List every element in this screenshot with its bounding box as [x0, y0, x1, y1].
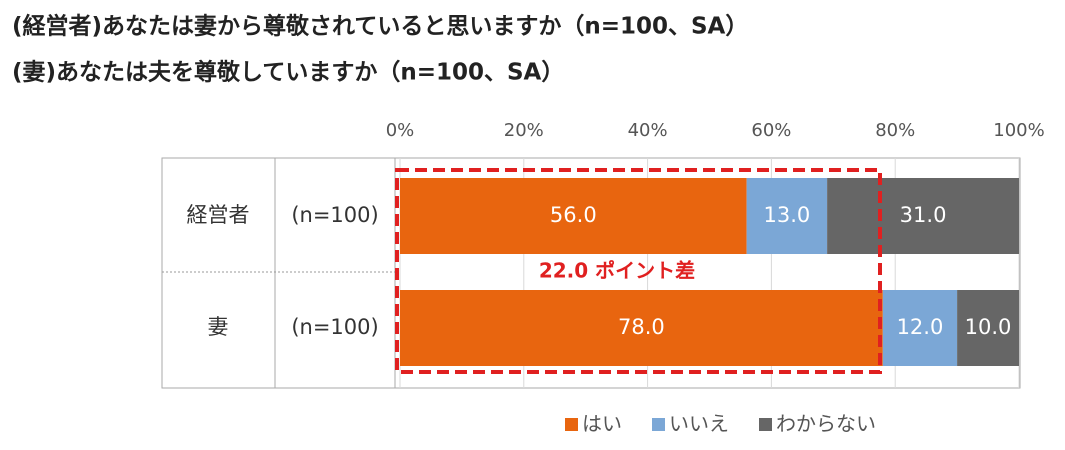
table-frame: [161, 157, 1021, 389]
bar-segment: [400, 290, 883, 366]
highlight-box: [395, 168, 882, 374]
sample-label: (n=100): [291, 203, 378, 227]
bar-segment: [827, 178, 1019, 254]
value-label: 78.0: [618, 315, 665, 339]
value-label: 12.0: [897, 315, 944, 339]
bar-segment: [882, 290, 958, 366]
chart-subtitle: (妻)あなたは夫を尊敬していますか（n=100、SA）: [12, 59, 564, 86]
legend-label: いいえ: [669, 412, 729, 436]
x-tick-label: 0%: [386, 120, 415, 141]
x-tick-label: 60%: [751, 120, 791, 141]
legend-label: わからない: [776, 412, 876, 436]
value-label: 13.0: [763, 203, 810, 227]
annotation: 22.0 ポイント差: [539, 259, 695, 283]
x-tick-label: 20%: [504, 120, 544, 141]
legend-swatch: [565, 418, 578, 431]
bar-segment: [400, 178, 747, 254]
legend-swatch: [759, 418, 772, 431]
sample-label: (n=100): [291, 315, 378, 339]
x-tick-label: 100%: [993, 120, 1044, 141]
value-label: 31.0: [900, 203, 947, 227]
category-label: 経営者: [187, 203, 250, 227]
category-label: 妻: [208, 315, 229, 339]
legend-swatch: [652, 418, 665, 431]
legend-label: はい: [582, 412, 622, 436]
value-label: 56.0: [550, 203, 597, 227]
x-tick-label: 40%: [628, 120, 668, 141]
chart-title: (経営者)あなたは妻から尊敬されていると思いますか（n=100、SA）: [12, 13, 748, 40]
value-label: 10.0: [965, 315, 1012, 339]
x-tick-label: 80%: [875, 120, 915, 141]
bar-segment: [746, 178, 828, 254]
bar-segment: [957, 290, 1019, 366]
